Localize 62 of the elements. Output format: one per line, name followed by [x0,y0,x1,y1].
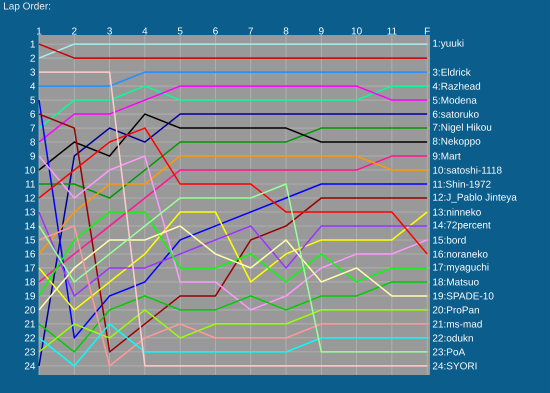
y-tick-label: 6 [30,110,36,118]
x-tick-label: 10 [352,27,362,34]
x-tick-label: 5 [178,27,183,34]
y-tick-label: 16 [25,250,36,258]
line-series [38,155,428,311]
y-tick-label: 18 [25,278,36,286]
y-tick-label: 5 [30,96,36,104]
series-label: 6:satoruko [432,110,479,118]
x-tick-label: F [424,28,430,34]
y-tick-label: 20 [24,306,36,314]
y-tick-label: 21 [24,320,35,328]
y-tick-label: 23 [24,348,36,356]
chart-title: Lap Order: [4,2,50,12]
series-label: 24:SYORI [432,362,476,370]
series-label: 14:72percent [433,221,491,231]
x-tick-label: 1 [36,28,42,34]
y-tick-label: 14 [25,222,36,230]
series-label: 23:PoA [432,348,466,356]
x-tick-label: 9 [319,27,324,34]
series-label: 8:Nekoppo [432,137,480,147]
y-tick-label: 22 [24,334,35,342]
series-label: 11:Shin-1972 [433,180,491,188]
series-label: 12:J_Pablo Jinteya [433,193,517,203]
series-label: 7:Nigel Hikou [432,123,492,133]
series-label: 18:Matsuo [433,278,479,286]
y-tick-label: 4 [30,82,36,90]
x-tick-label: 2 [72,27,77,34]
series-label: 20:ProPan [432,306,479,314]
y-tick-label: 11 [26,180,35,188]
series-label: 1:yuuki [433,39,464,49]
series-label: 10:satoshi-1118 [433,166,502,174]
x-tick-label: 11 [387,28,397,34]
y-tick-label: 19 [25,292,36,300]
x-tick-label: 3 [107,27,112,34]
y-tick-label: 2 [30,54,35,62]
y-tick-label: 9 [30,152,36,160]
series-label: 3:Eldrick [432,68,471,76]
line-series [38,281,428,353]
x-tick-label: 4 [142,28,148,34]
x-tick-label: 8 [284,27,288,34]
y-tick-label: 24 [24,362,36,370]
series-label: 19:SPADE-10 [433,292,494,300]
y-tick-label: 10 [25,166,36,174]
y-tick-label: 17 [25,264,35,272]
series-label: 5:Modena [432,96,477,104]
y-tick-label: 7 [30,124,35,132]
y-tick-label: 12 [25,194,35,202]
series-label: 16:noraneko [433,250,488,258]
series-label: 13:ninneko [433,208,481,216]
y-tick-label: 3 [30,68,36,76]
y-tick-label: 15 [25,236,36,244]
series-label: 4:Razhead [432,82,480,90]
y-tick-label: 1 [30,40,35,48]
y-tick-label: 13 [25,208,36,216]
y-tick-label: 8 [30,138,36,146]
series-label: 9:Mart [432,152,461,160]
series-label: 17:myaguchi [433,263,488,273]
series-label: 21:ms-mad [432,320,482,328]
series-label: 22:odukn [432,334,473,342]
x-tick-label: 7 [248,28,254,34]
x-tick-label: 6 [213,27,218,34]
series-label: 15:bord [433,236,466,244]
